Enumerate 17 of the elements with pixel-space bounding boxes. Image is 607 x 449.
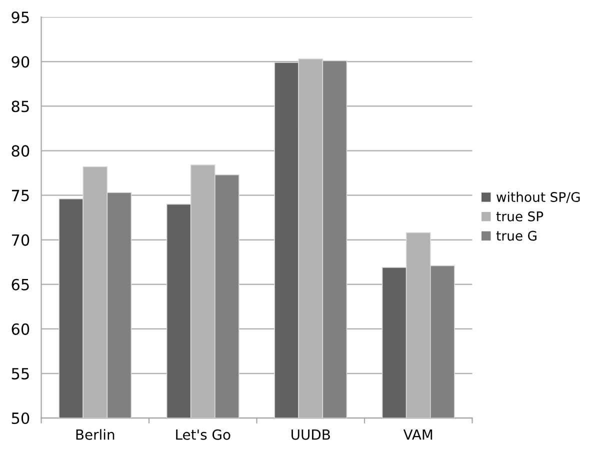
x-tick-label: UUDB [292,430,330,440]
x-tick-label: Let's Go [176,429,230,440]
y-tick-label: 80 [12,145,30,157]
y-tick-label: 70 [12,234,30,246]
y-tick-label: 55 [12,368,29,380]
y-tick-label: 60 [12,323,30,335]
y-tick-label: 95 [12,12,29,24]
y-tick-label: 90 [12,56,30,68]
x-tick-label: VAM [403,430,432,440]
y-tick-label: 65 [12,278,29,290]
y-tick-label: 50 [12,412,30,424]
legend-label: true G [496,230,536,241]
x-tick-label: Berlin [76,429,114,440]
y-tick-label: 75 [12,190,29,202]
y-tick-label: 85 [12,100,29,112]
legend-label: true SP [496,211,544,222]
legend-label: without SP/G [496,192,580,204]
